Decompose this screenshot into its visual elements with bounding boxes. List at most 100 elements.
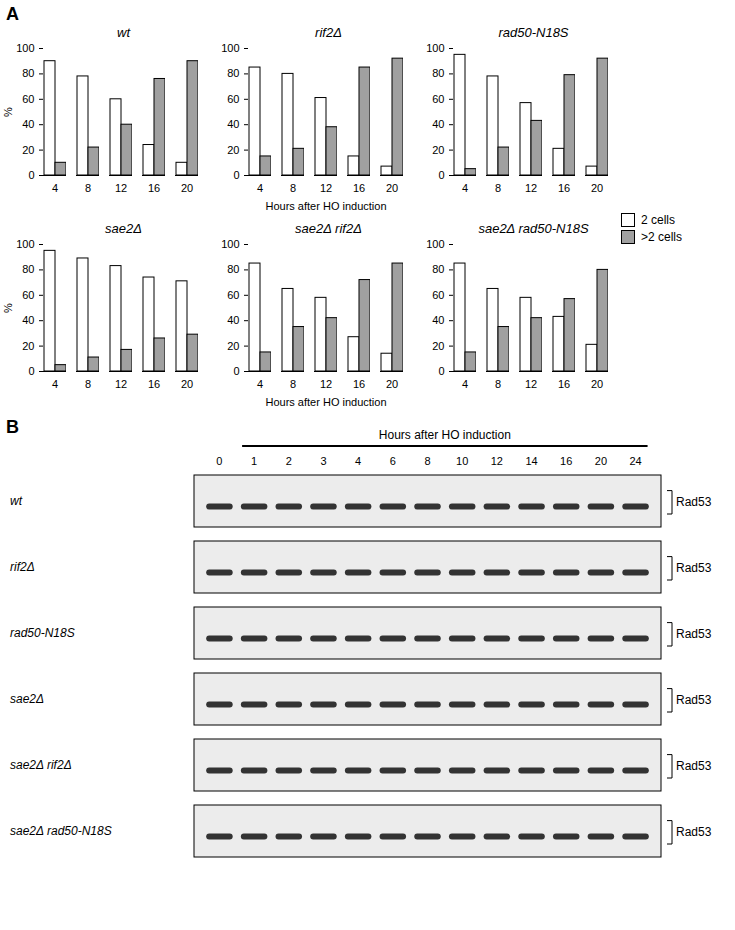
svg-text:20: 20 [591,378,603,390]
svg-text:0: 0 [438,169,444,181]
svg-text:80: 80 [227,67,239,79]
svg-text:80: 80 [22,67,34,79]
svg-text:4: 4 [52,378,58,390]
svg-text:8: 8 [495,378,501,390]
svg-text:16: 16 [148,378,160,390]
svg-text:12: 12 [320,378,332,390]
svg-text:40: 40 [227,314,239,326]
svg-text:0: 0 [233,169,239,181]
svg-text:20: 20 [22,340,34,352]
svg-text:Rad53: Rad53 [676,495,712,509]
svg-text:60: 60 [22,289,34,301]
svg-text:Rad53: Rad53 [676,825,712,839]
svg-text:20: 20 [432,144,444,156]
svg-text:Hours after HO induction: Hours after HO induction [265,200,386,212]
svg-text:4: 4 [257,378,263,390]
svg-text:12: 12 [525,378,537,390]
svg-text:4: 4 [462,378,468,390]
svg-text:6: 6 [390,455,396,467]
svg-text:60: 60 [432,93,444,105]
svg-text:20: 20 [386,378,398,390]
svg-text:10: 10 [456,455,468,467]
svg-text:0: 0 [438,365,444,377]
svg-text:sae2Δ rif2Δ: sae2Δ rif2Δ [10,758,72,772]
svg-text:0: 0 [216,455,222,467]
html-text:rad50-N18S: rad50-N18S [498,25,569,40]
svg-text:8: 8 [424,455,430,467]
svg-text:20: 20 [22,144,34,156]
html-text:sae2Δ: sae2Δ [105,221,142,236]
svg-text:16: 16 [353,182,365,194]
svg-text:4: 4 [355,455,361,467]
svg-text:16: 16 [558,182,570,194]
svg-text:80: 80 [432,67,444,79]
svg-text:20: 20 [181,182,193,194]
svg-text:Hours after HO induction: Hours after HO induction [379,428,511,442]
svg-text:100: 100 [426,42,444,54]
svg-text:4: 4 [462,182,468,194]
svg-text:20: 20 [595,455,607,467]
svg-text:16: 16 [353,378,365,390]
svg-text:4: 4 [52,182,58,194]
svg-text:40: 40 [432,314,444,326]
svg-text:80: 80 [227,263,239,275]
svg-text:100: 100 [221,238,239,250]
svg-text:%: % [2,303,14,313]
svg-text:12: 12 [115,182,127,194]
svg-text:3: 3 [320,455,326,467]
svg-text:60: 60 [22,93,34,105]
svg-text:12: 12 [525,182,537,194]
svg-text:4: 4 [257,182,263,194]
svg-text:wt: wt [10,494,23,508]
svg-text:8: 8 [85,182,91,194]
svg-text:rad50-N18S: rad50-N18S [10,626,75,640]
svg-text:40: 40 [227,118,239,130]
svg-text:0: 0 [233,365,239,377]
svg-text:20: 20 [181,378,193,390]
svg-text:20: 20 [591,182,603,194]
svg-text:B: B [6,417,19,437]
html-text:rif2Δ: rif2Δ [315,25,342,40]
svg-text:100: 100 [426,238,444,250]
svg-text:20: 20 [386,182,398,194]
svg-text:1: 1 [251,455,257,467]
svg-text:12: 12 [491,455,503,467]
svg-text:60: 60 [227,93,239,105]
svg-text:100: 100 [16,42,34,54]
svg-text:16: 16 [558,378,570,390]
svg-text:Rad53: Rad53 [676,759,712,773]
svg-text:8: 8 [290,378,296,390]
svg-text:Rad53: Rad53 [676,561,712,575]
svg-text:20: 20 [432,340,444,352]
svg-text:80: 80 [22,263,34,275]
svg-text:rif2Δ: rif2Δ [10,560,35,574]
svg-text:100: 100 [221,42,239,54]
svg-text:8: 8 [290,182,296,194]
svg-text:80: 80 [432,263,444,275]
svg-text:40: 40 [22,118,34,130]
svg-text:100: 100 [16,238,34,250]
svg-text:sae2Δ: sae2Δ [10,692,44,706]
svg-text:12: 12 [115,378,127,390]
svg-text:20: 20 [227,144,239,156]
svg-text:16: 16 [560,455,572,467]
svg-text:Rad53: Rad53 [676,627,712,641]
svg-text:0: 0 [28,169,34,181]
svg-text:40: 40 [432,118,444,130]
svg-text:8: 8 [85,378,91,390]
svg-text:%: % [2,107,14,117]
svg-text:20: 20 [227,340,239,352]
svg-text:14: 14 [525,455,537,467]
svg-text:sae2Δ rad50-N18S: sae2Δ rad50-N18S [10,824,112,838]
svg-text:16: 16 [148,182,160,194]
svg-text:12: 12 [320,182,332,194]
svg-text:40: 40 [22,314,34,326]
svg-text:24: 24 [629,455,641,467]
svg-text:60: 60 [227,289,239,301]
svg-text:2: 2 [286,455,292,467]
svg-text:60: 60 [432,289,444,301]
svg-text:Rad53: Rad53 [676,693,712,707]
svg-text:0: 0 [28,365,34,377]
svg-text:Hours after HO induction: Hours after HO induction [265,396,386,408]
svg-text:8: 8 [495,182,501,194]
